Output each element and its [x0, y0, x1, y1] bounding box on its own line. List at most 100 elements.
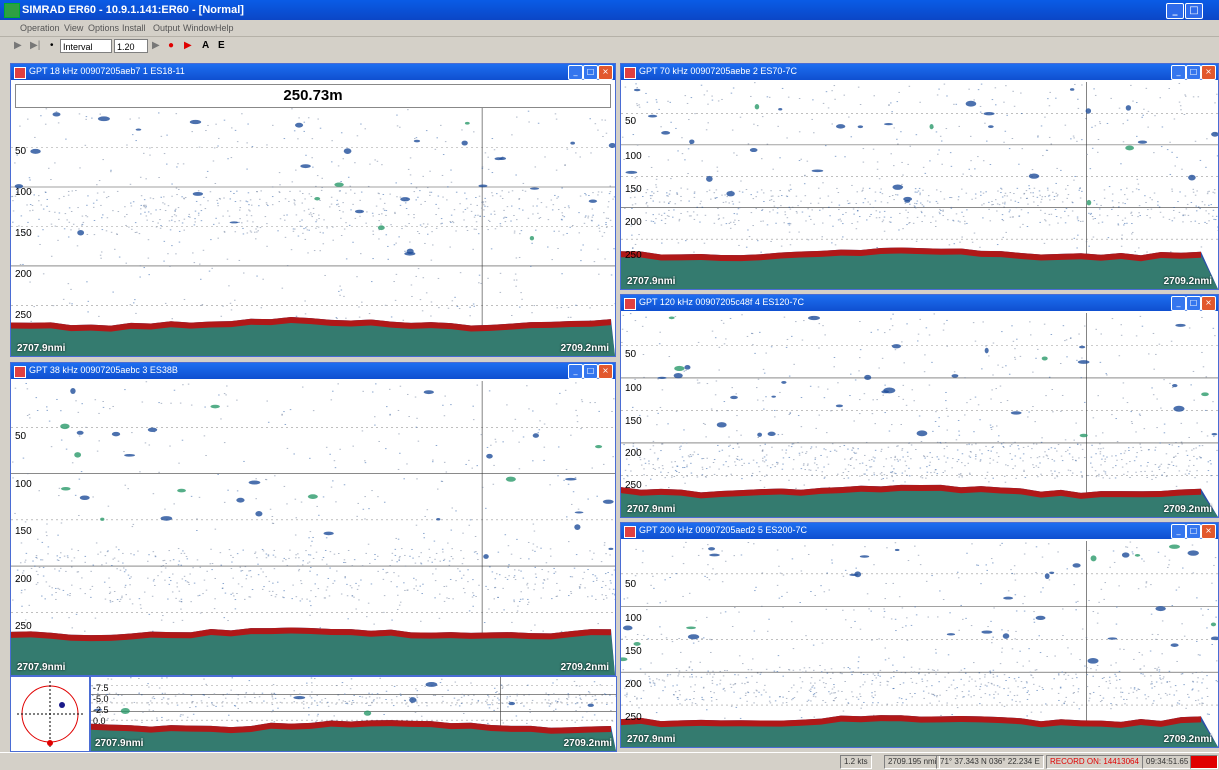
menu-operation[interactable]: Operation — [20, 23, 60, 33]
maximize-icon[interactable]: □ — [583, 364, 598, 379]
mode-select[interactable]: Interval — [60, 39, 112, 53]
pane-title: GPT 38 kHz 00907205aebc 3 ES38B — [29, 365, 178, 375]
minimize-icon[interactable]: _ — [1171, 524, 1186, 539]
echogram-pane-18khz[interactable]: GPT 18 kHz 00907205aeb7 1 ES18-11 _ □ × … — [10, 63, 616, 357]
depth-tick: 100 — [625, 383, 642, 394]
mini-echogram[interactable]: -7.5 -5.0 -2.5 0.0 2707.9nmi 2709.2nmi — [90, 676, 617, 752]
maximize-icon[interactable]: □ — [1186, 65, 1201, 80]
depth-tick: 150 — [625, 646, 642, 657]
echogram-canvas[interactable] — [621, 541, 1218, 747]
minimize-icon[interactable]: _ — [568, 364, 583, 379]
minimize-icon[interactable]: _ — [1171, 296, 1186, 311]
close-icon[interactable]: × — [1201, 65, 1216, 80]
depth-readout: 250.73m — [15, 84, 611, 108]
pane-title: GPT 70 kHz 00907205aebe 2 ES70-7C — [639, 66, 797, 76]
play-icon[interactable]: ▶ — [14, 40, 22, 51]
forward-icon[interactable]: ▶ — [152, 40, 160, 51]
nmi-end: 2709.2nmi — [561, 662, 609, 673]
e-button[interactable]: E — [218, 40, 225, 51]
depth-tick: 150 — [15, 526, 32, 537]
menu-bar: Operation View Options Install Output Wi… — [0, 20, 1219, 37]
echogram-texture — [11, 108, 615, 356]
minimize-icon[interactable]: _ — [1171, 65, 1186, 80]
dot-icon: • — [50, 40, 54, 51]
depth-tick: 250 — [625, 250, 642, 261]
echogram-texture — [91, 677, 616, 751]
pane-titlebar: GPT 38 kHz 00907205aebc 3 ES38B _ □ × — [11, 363, 615, 379]
depth-tick: 250 — [15, 310, 32, 321]
app-titlebar: SIMRAD ER60 - 10.9.1.141:ER60 - [Normal]… — [0, 0, 1219, 20]
nmi-end: 2709.2nmi — [1164, 276, 1212, 287]
menu-options[interactable]: Options — [88, 23, 119, 33]
pane-titlebar: GPT 18 kHz 00907205aeb7 1 ES18-11 _ □ × — [11, 64, 615, 80]
pane-title: GPT 200 kHz 00907205aed2 5 ES200-7C — [639, 525, 807, 535]
scale-label: 0.0 — [93, 716, 106, 726]
minimize-icon[interactable]: _ — [1166, 3, 1184, 19]
depth-tick: 200 — [625, 217, 642, 228]
speed-readout: 1.2 kts — [840, 755, 872, 769]
scale-label: -7.5 — [93, 683, 109, 693]
nmi-end: 2709.2nmi — [561, 343, 609, 354]
echogram-canvas[interactable] — [621, 313, 1218, 517]
a-button[interactable]: A — [202, 40, 209, 51]
app-icon — [4, 3, 20, 18]
nmi-start: 2707.9nmi — [95, 738, 143, 749]
echogram-pane-70khz[interactable]: GPT 70 kHz 00907205aebe 2 ES70-7C _ □ × … — [620, 63, 1219, 290]
depth-tick: 200 — [15, 269, 32, 280]
menu-help[interactable]: Help — [215, 23, 234, 33]
time-readout: 09:34:51.65 — [1142, 755, 1192, 769]
compass-icon — [11, 677, 89, 751]
echogram-pane-120khz[interactable]: GPT 120 kHz 00907205c48f 4 ES120-7C _ □ … — [620, 294, 1219, 518]
depth-tick: 150 — [625, 416, 642, 427]
maximize-icon[interactable]: □ — [583, 65, 598, 80]
pane-title: GPT 120 kHz 00907205c48f 4 ES120-7C — [639, 297, 804, 307]
echogram-canvas[interactable] — [11, 381, 615, 675]
distance-readout: 2709.195 nmi — [884, 755, 940, 769]
mini-echogram-canvas[interactable] — [91, 677, 616, 751]
depth-tick: 200 — [625, 679, 642, 690]
echogram-pane-38khz[interactable]: GPT 38 kHz 00907205aebc 3 ES38B _ □ × 50… — [10, 362, 616, 676]
depth-tick: 50 — [15, 431, 26, 442]
depth-tick: 50 — [625, 116, 636, 127]
close-icon[interactable]: × — [1201, 296, 1216, 311]
pane-icon — [624, 526, 636, 538]
pane-icon — [14, 366, 26, 378]
pane-icon — [624, 298, 636, 310]
nmi-start: 2707.9nmi — [627, 276, 675, 287]
nmi-end: 2709.2nmi — [1164, 504, 1212, 515]
menu-view[interactable]: View — [64, 23, 83, 33]
alert-indicator — [1190, 755, 1218, 769]
echogram-texture — [621, 541, 1218, 747]
menu-install[interactable]: Install — [122, 23, 146, 33]
maximize-icon[interactable]: □ — [1186, 524, 1201, 539]
record-dot-icon[interactable]: ● — [168, 40, 174, 51]
interval-stepper[interactable]: 1.20 — [114, 39, 148, 53]
close-icon[interactable]: × — [598, 65, 613, 80]
echogram-canvas[interactable] — [621, 82, 1218, 289]
depth-tick: 200 — [625, 448, 642, 459]
echogram-pane-200khz[interactable]: GPT 200 kHz 00907205aed2 5 ES200-7C _ □ … — [620, 522, 1219, 748]
echogram-texture — [621, 82, 1218, 289]
nmi-end: 2709.2nmi — [1164, 734, 1212, 745]
close-icon[interactable]: × — [1201, 524, 1216, 539]
depth-tick: 200 — [15, 574, 32, 585]
step-icon[interactable]: ▶| — [30, 40, 40, 51]
close-icon[interactable]: × — [598, 364, 613, 379]
depth-tick: 100 — [15, 187, 32, 198]
nmi-start: 2707.9nmi — [17, 343, 65, 354]
pane-title: GPT 18 kHz 00907205aeb7 1 ES18-11 — [29, 66, 185, 76]
minimize-icon[interactable]: _ — [568, 65, 583, 80]
menu-window[interactable]: Window — [183, 23, 215, 33]
depth-tick: 100 — [15, 479, 32, 490]
depth-tick: 150 — [625, 184, 642, 195]
app-title: SIMRAD ER60 - 10.9.1.141:ER60 - [Normal] — [22, 4, 244, 16]
maximize-icon[interactable]: □ — [1186, 296, 1201, 311]
menu-output[interactable]: Output — [153, 23, 180, 33]
maximize-icon[interactable]: □ — [1185, 3, 1203, 19]
pane-titlebar: GPT 200 kHz 00907205aed2 5 ES200-7C _ □ … — [621, 523, 1218, 539]
nmi-start: 2707.9nmi — [627, 504, 675, 515]
record-icon[interactable]: ▶ — [184, 40, 192, 51]
depth-tick: 250 — [625, 480, 642, 491]
echogram-canvas[interactable] — [11, 108, 615, 356]
nmi-end: 2709.2nmi — [564, 738, 612, 749]
